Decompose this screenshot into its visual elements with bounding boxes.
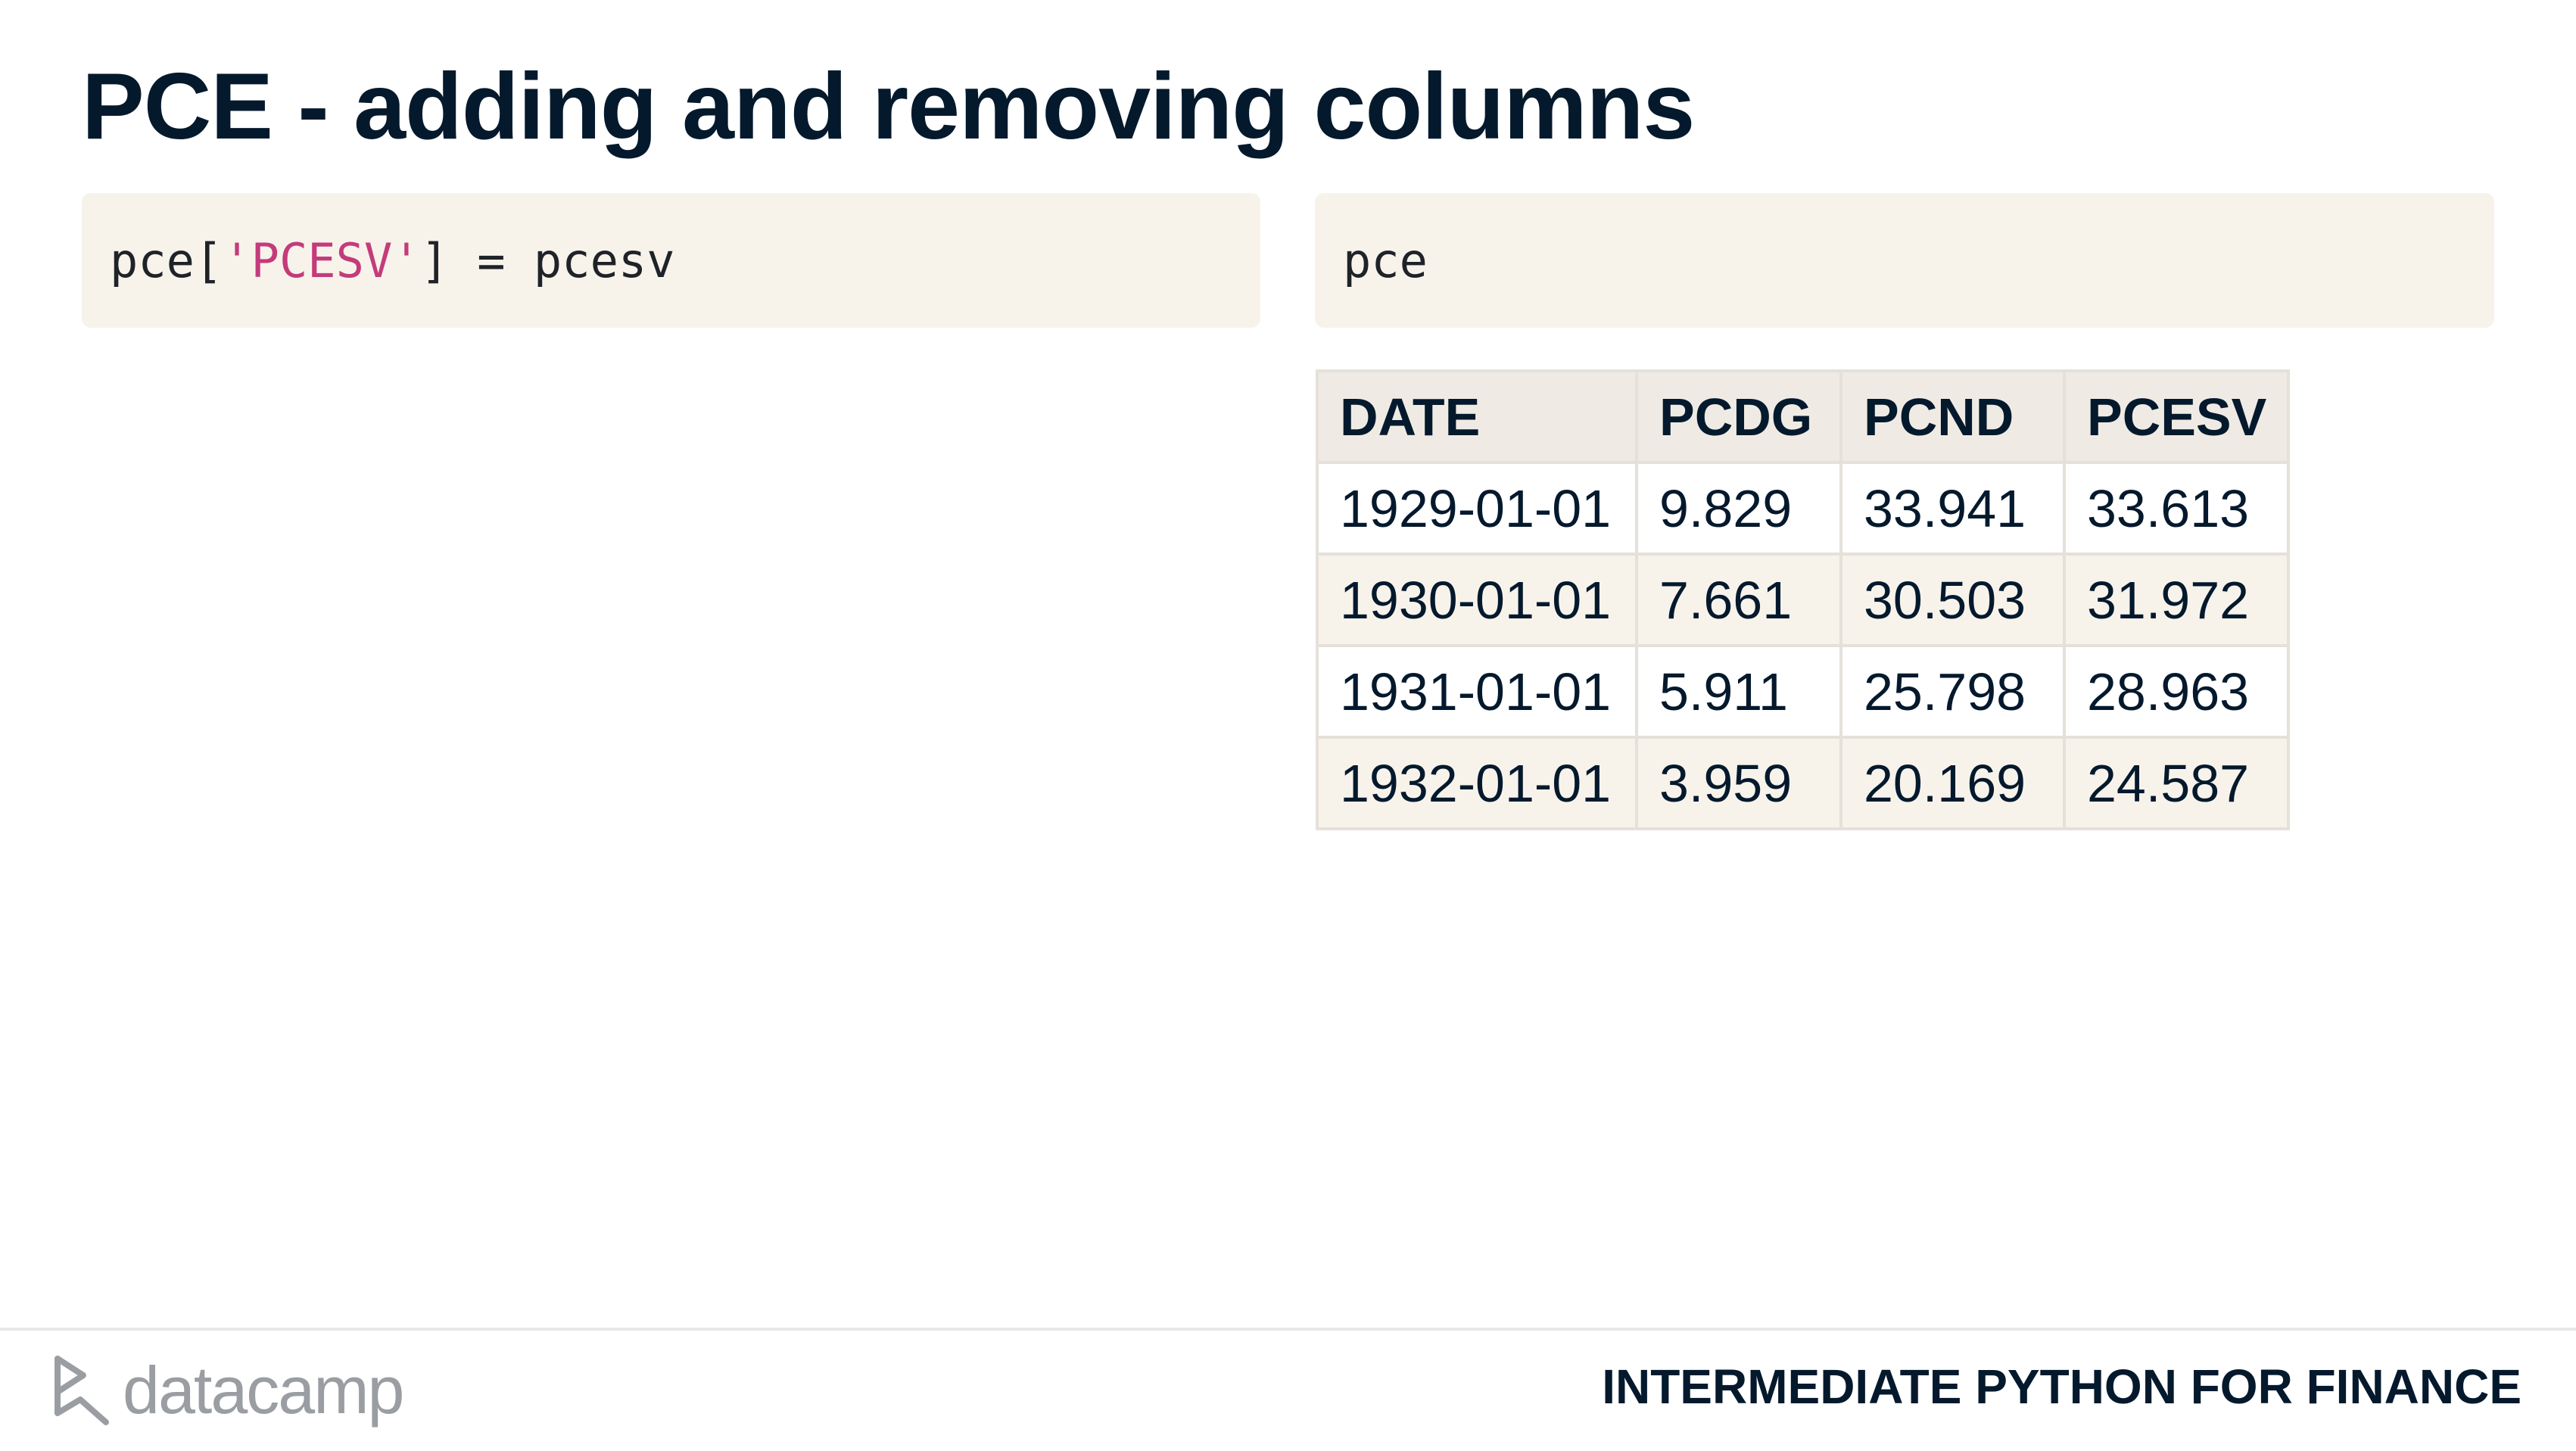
table-cell: 7.661 bbox=[1635, 553, 1842, 647]
table-cell: 1930-01-01 bbox=[1316, 553, 1638, 647]
logo-wordmark: datacamp bbox=[123, 1353, 404, 1428]
table-cell: 28.963 bbox=[2063, 644, 2290, 739]
column-header-pcnd: PCND bbox=[1839, 369, 2066, 464]
table-cell: 9.829 bbox=[1635, 461, 1842, 556]
column-header-pcdg: PCDG bbox=[1635, 369, 1842, 464]
table-cell: 33.941 bbox=[1839, 461, 2066, 556]
column-header-date: DATE bbox=[1316, 369, 1638, 464]
table-cell: 3.959 bbox=[1635, 736, 1842, 830]
table-cell: 24.587 bbox=[2063, 736, 2290, 830]
datacamp-logo-icon bbox=[55, 1356, 109, 1425]
table-cell: 20.169 bbox=[1839, 736, 2066, 830]
column-header-pcesv: PCESV bbox=[2063, 369, 2290, 464]
table-row: 1932-01-01 3.959 20.169 24.587 bbox=[1316, 736, 2290, 830]
table-cell: 30.503 bbox=[1839, 553, 2066, 647]
table-cell: 1932-01-01 bbox=[1316, 736, 1638, 830]
table-row: 1930-01-01 7.661 30.503 31.972 bbox=[1316, 553, 2290, 647]
code-block-output: pce bbox=[1315, 193, 2494, 328]
code-text: pce[ bbox=[110, 232, 223, 288]
code-text: ] = pcesv bbox=[420, 232, 675, 288]
table-cell: 31.972 bbox=[2063, 553, 2290, 647]
table-cell: 5.911 bbox=[1635, 644, 1842, 739]
table-row: 1931-01-01 5.911 25.798 28.963 bbox=[1316, 644, 2290, 739]
code-block-assign: pce['PCESV'] = pcesv bbox=[82, 193, 1260, 328]
slide-title: PCE - adding and removing columns bbox=[82, 54, 1695, 159]
table-cell: 1929-01-01 bbox=[1316, 461, 1638, 556]
table-cell: 1931-01-01 bbox=[1316, 644, 1638, 739]
table-header-row: DATE PCDG PCND PCESV bbox=[1316, 369, 2290, 464]
code-text: pce bbox=[1343, 232, 1428, 288]
dataframe-table: DATE PCDG PCND PCESV 1929-01-01 9.829 33… bbox=[1316, 369, 2290, 830]
code-string-literal: 'PCESV' bbox=[223, 232, 421, 288]
footer-divider bbox=[0, 1328, 2576, 1331]
table-cell: 25.798 bbox=[1839, 644, 2066, 739]
course-name: INTERMEDIATE PYTHON FOR FINANCE bbox=[1602, 1359, 2521, 1414]
table-row: 1929-01-01 9.829 33.941 33.613 bbox=[1316, 461, 2290, 556]
datacamp-logo: datacamp bbox=[51, 1349, 404, 1432]
table-cell: 33.613 bbox=[2063, 461, 2290, 556]
